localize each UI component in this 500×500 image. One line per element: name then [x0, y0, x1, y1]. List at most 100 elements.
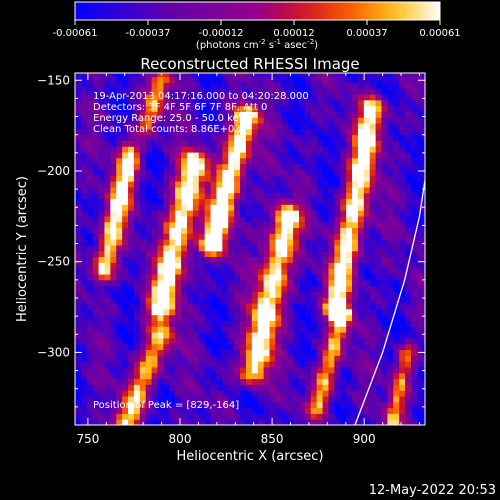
- heatmap-pixel: [128, 262, 135, 269]
- heatmap-pixel: [369, 268, 377, 275]
- heatmap-pixel: [187, 407, 194, 414]
- heatmap-pixel: [375, 73, 383, 78]
- heatmap-pixel: [216, 390, 223, 397]
- heatmap-pixel: [139, 245, 147, 252]
- heatmap-pixel: [122, 169, 129, 176]
- heatmap-pixel: [411, 186, 418, 194]
- heatmap-pixel: [175, 274, 182, 281]
- heatmap-pixel: [234, 140, 241, 147]
- heatmap-pixel: [369, 407, 377, 414]
- heatmap-pixel: [157, 291, 164, 298]
- heatmap-pixel: [387, 146, 394, 153]
- heatmap-pixel: [210, 343, 217, 351]
- heatmap-pixel: [304, 76, 312, 83]
- heatmap-pixel: [293, 297, 300, 304]
- heatmap-pixel: [293, 378, 300, 385]
- heatmap-pixel: [275, 419, 282, 425]
- heatmap-pixel: [310, 297, 318, 304]
- heatmap-pixel: [416, 337, 424, 345]
- heatmap-pixel: [346, 262, 353, 269]
- heatmap-pixel: [257, 140, 265, 147]
- heatmap-pixel: [92, 117, 100, 124]
- heatmap-pixel: [128, 233, 135, 240]
- heatmap-pixel: [175, 407, 182, 414]
- heatmap-pixel: [363, 134, 371, 141]
- heatmap-pixel: [192, 401, 200, 409]
- heatmap-pixel: [363, 326, 371, 333]
- heatmap-pixel: [122, 76, 129, 83]
- heatmap-pixel: [80, 343, 88, 351]
- heatmap-pixel: [198, 192, 206, 200]
- heatmap-pixel: [346, 250, 353, 258]
- heatmap-pixel: [316, 163, 324, 171]
- heatmap-pixel: [245, 128, 253, 136]
- heatmap-pixel: [316, 285, 324, 292]
- heatmap-pixel: [234, 401, 241, 409]
- heatmap-pixel: [133, 221, 141, 229]
- heatmap-pixel: [357, 256, 365, 263]
- heatmap-pixel: [234, 152, 241, 159]
- heatmap-pixel: [145, 407, 153, 414]
- heatmap-pixel: [139, 349, 147, 356]
- heatmap-pixel: [210, 175, 217, 182]
- heatmap-pixel: [322, 181, 329, 188]
- heatmap-pixel: [228, 355, 235, 362]
- heatmap-pixel: [275, 215, 282, 223]
- heatmap-pixel: [263, 332, 271, 339]
- heatmap-pixel: [181, 291, 188, 298]
- heatmap-pixel: [281, 262, 288, 269]
- heatmap-pixel: [157, 349, 164, 356]
- heatmap-pixel: [310, 239, 318, 246]
- heatmap-pixel: [399, 268, 406, 275]
- heatmap-pixel: [263, 204, 271, 211]
- heatmap-pixel: [411, 291, 418, 298]
- heatmap-pixel: [116, 99, 123, 107]
- heatmap-pixel: [416, 111, 424, 118]
- heatmap-pixel: [104, 262, 111, 269]
- heatmap-pixel: [393, 308, 400, 316]
- heatmap-pixel: [405, 111, 412, 118]
- heatmap-pixel: [304, 343, 312, 351]
- heatmap-pixel: [411, 314, 418, 321]
- heatmap-pixel: [399, 343, 406, 351]
- heatmap-pixel: [422, 94, 425, 101]
- heatmap-pixel: [98, 186, 105, 194]
- heatmap-pixel: [281, 407, 288, 414]
- heatmap-pixel: [210, 297, 217, 304]
- heatmap-pixel: [175, 94, 182, 101]
- heatmap-pixel: [228, 320, 235, 327]
- heatmap-pixel: [275, 198, 282, 205]
- heatmap-pixel: [263, 384, 271, 391]
- heatmap-pixel: [210, 303, 217, 310]
- heatmap-pixel: [216, 73, 223, 78]
- heatmap-pixel: [104, 320, 111, 327]
- heatmap-pixel: [304, 407, 312, 414]
- heatmap-pixel: [328, 332, 335, 339]
- heatmap-pixel: [281, 117, 288, 124]
- heatmap-pixel: [304, 361, 312, 368]
- heatmap-pixel: [363, 221, 371, 229]
- heatmap-pixel: [422, 297, 425, 304]
- heatmap-pixel: [86, 314, 94, 321]
- heatmap-pixel: [281, 215, 288, 223]
- heatmap-pixel: [363, 192, 371, 200]
- heatmap-pixel: [128, 268, 135, 275]
- heatmap-pixel: [175, 291, 182, 298]
- heatmap-pixel: [416, 274, 424, 281]
- heatmap-pixel: [340, 332, 347, 339]
- heatmap-pixel: [299, 82, 306, 89]
- heatmap-pixel: [387, 326, 394, 333]
- heatmap-pixel: [104, 117, 111, 124]
- heatmap-pixel: [110, 332, 117, 339]
- heatmap-pixel: [222, 198, 229, 205]
- heatmap-pixel: [357, 314, 365, 321]
- heatmap-pixel: [352, 210, 359, 217]
- heatmap-pixel: [92, 366, 100, 374]
- heatmap-pixel: [192, 146, 200, 153]
- heatmap-pixel: [369, 395, 377, 403]
- heatmap-pixel: [422, 291, 425, 298]
- heatmap-pixel: [133, 303, 141, 310]
- heatmap-pixel: [169, 117, 176, 124]
- heatmap-pixel: [281, 332, 288, 339]
- heatmap-pixel: [139, 308, 147, 316]
